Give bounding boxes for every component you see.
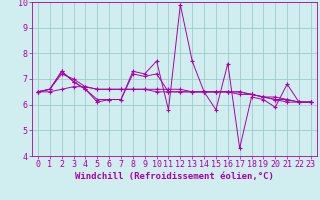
X-axis label: Windchill (Refroidissement éolien,°C): Windchill (Refroidissement éolien,°C) (75, 172, 274, 181)
